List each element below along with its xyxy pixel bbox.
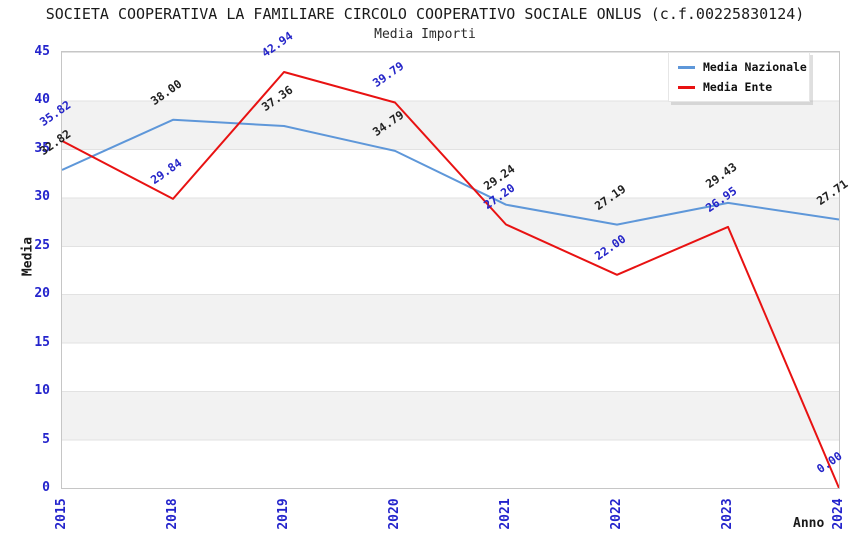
chart-subtitle: Media Importi (374, 27, 476, 42)
y-tick-label: 10 (34, 383, 50, 399)
x-tick-label: 2018 (165, 498, 180, 530)
chart-title: SOCIETA COOPERATIVA LA FAMILIARE CIRCOLO… (45, 5, 805, 23)
y-tick-label: 5 (42, 431, 50, 447)
y-tick-label: 30 (34, 189, 50, 205)
y-tick-label: 35 (34, 140, 50, 156)
x-tick-label: 2023 (720, 498, 735, 530)
x-tick-label: 2021 (498, 498, 513, 530)
series-lines (62, 71, 839, 488)
y-tick-label: 25 (34, 237, 50, 253)
legend-label: Media Ente (703, 80, 773, 94)
plot-area (61, 51, 840, 489)
y-axis-title: Media (20, 236, 36, 277)
y-tick-label: 15 (34, 334, 50, 350)
legend-item-media-nazionale: Media Nazionale (678, 59, 809, 75)
legend-swatch-red (678, 85, 695, 89)
series-line-media-nazionale (62, 118, 839, 226)
x-axis-title: Anno (793, 516, 825, 531)
x-tick-label: 2022 (609, 498, 624, 530)
y-tick-label: 40 (34, 92, 50, 108)
y-tick-label: 0 (42, 480, 50, 495)
y-tick-label: 20 (34, 286, 50, 302)
legend-label: Media Nazionale (703, 60, 807, 74)
legend-swatch-blue (678, 65, 695, 69)
series-line-media-ente (62, 71, 839, 488)
y-tick-label: 45 (34, 44, 50, 59)
x-tick-label: 2015 (54, 498, 69, 530)
x-tick-label: 2019 (276, 498, 291, 530)
x-tick-label: 2020 (387, 498, 402, 530)
legend-item-media-ente: Media Ente (678, 79, 809, 95)
legend-box: Media Nazionale Media Ente (668, 52, 810, 102)
